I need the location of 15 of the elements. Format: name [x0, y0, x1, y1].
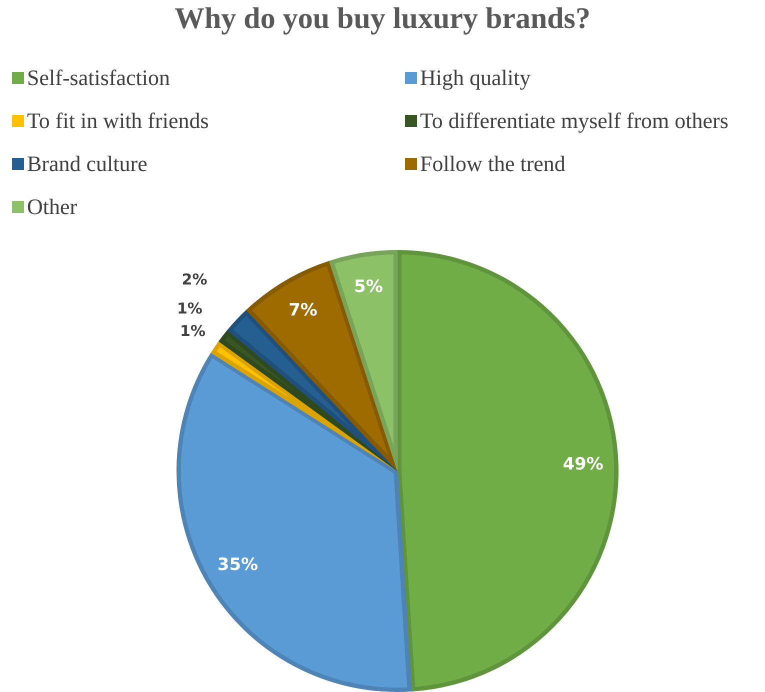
- legend-label: High quality: [420, 64, 531, 92]
- data-label: 1%: [180, 322, 206, 340]
- chart-title: Why do you buy luxury brands?: [174, 2, 592, 36]
- data-label: 1%: [176, 300, 202, 318]
- data-label: 7%: [288, 300, 318, 321]
- legend-label: Brand culture: [27, 150, 148, 178]
- legend-label: To fit in with friends: [27, 107, 209, 135]
- data-label: 5%: [354, 277, 383, 298]
- legend-label: Self-satisfaction: [27, 64, 170, 92]
- legend-label: To differentiate myself from others: [420, 107, 728, 135]
- data-label: 35%: [217, 554, 258, 575]
- legend-label: Follow the trend: [420, 150, 566, 178]
- legend-label: Other: [27, 193, 78, 221]
- data-label: 49%: [562, 454, 604, 475]
- data-label: 2%: [182, 270, 208, 288]
